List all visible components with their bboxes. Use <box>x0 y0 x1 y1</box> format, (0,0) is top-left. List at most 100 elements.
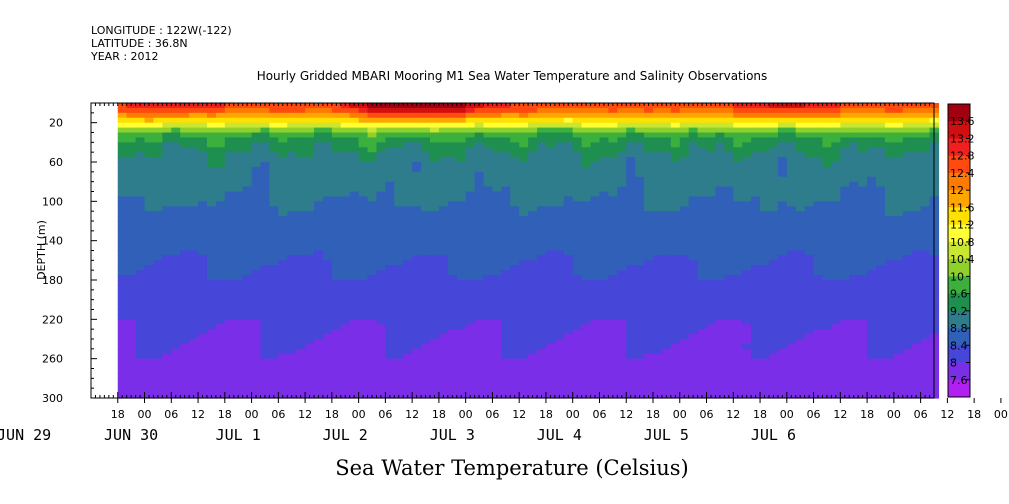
heatmap-cell <box>233 353 244 360</box>
heatmap-cell <box>206 319 217 325</box>
heatmap-cell <box>305 309 315 316</box>
heatmap-cell <box>581 275 592 281</box>
heatmap-cell <box>412 171 422 178</box>
heatmap-cell <box>492 334 502 340</box>
heatmap-cell <box>198 157 208 163</box>
heatmap-cell <box>456 348 467 355</box>
heatmap-cell <box>581 171 592 178</box>
heatmap-cell <box>492 309 502 316</box>
heatmap-cell <box>617 132 627 139</box>
heatmap-cell <box>831 225 841 232</box>
heatmap-cell <box>554 265 565 271</box>
heatmap-cell <box>465 275 476 281</box>
heatmap-cell <box>661 373 672 379</box>
heatmap-cell <box>554 117 565 124</box>
heatmap-cell <box>144 373 155 379</box>
heatmap-cell <box>224 157 235 163</box>
heatmap-cell <box>349 358 360 365</box>
heatmap-cell <box>501 309 511 316</box>
heatmap-cell <box>554 147 565 153</box>
heatmap-cell <box>688 176 699 183</box>
heatmap-cell <box>510 181 520 188</box>
heatmap-cell <box>724 171 734 178</box>
heatmap-cell <box>528 230 538 237</box>
heatmap-cell <box>349 132 360 139</box>
heatmap-cell <box>679 329 690 335</box>
heatmap-cell <box>697 348 708 355</box>
heatmap-cell <box>242 235 253 242</box>
heatmap-cell <box>715 206 725 212</box>
heatmap-cell <box>706 353 717 360</box>
heatmap-cell <box>715 152 725 158</box>
heatmap-cell <box>180 250 190 257</box>
heatmap-cell <box>670 363 681 370</box>
heatmap-cell <box>635 348 645 355</box>
heatmap-cell <box>242 388 253 394</box>
heatmap-cell <box>296 304 306 311</box>
heatmap-cell <box>501 319 511 325</box>
heatmap-cell <box>697 255 708 261</box>
heatmap-cell <box>233 299 244 306</box>
heatmap-cell <box>760 299 770 306</box>
heatmap-cell <box>777 191 788 198</box>
heatmap-cell <box>653 373 663 379</box>
heatmap-cell <box>421 225 431 232</box>
heatmap-cell <box>840 245 850 252</box>
heatmap-cell <box>251 117 262 124</box>
heatmap-cell <box>849 240 859 247</box>
heatmap-cell <box>180 191 190 198</box>
heatmap-cell <box>768 363 779 370</box>
heatmap-cell <box>635 373 645 379</box>
heatmap-cell <box>456 378 467 384</box>
heatmap-cell <box>429 137 440 143</box>
heatmap-cell <box>840 211 850 217</box>
heatmap-cell <box>251 122 262 129</box>
heatmap-cell <box>635 171 645 178</box>
heatmap-cell <box>572 314 583 320</box>
heatmap-cell <box>501 112 511 119</box>
heatmap-cell <box>617 245 627 252</box>
heatmap-cell <box>724 196 734 202</box>
heatmap-cell <box>653 127 663 134</box>
heatmap-cell <box>314 181 324 188</box>
heatmap-cell <box>117 162 128 168</box>
heatmap-cell <box>653 334 663 340</box>
heatmap-cell <box>206 171 217 178</box>
heatmap-cell <box>528 309 538 316</box>
heatmap-cell <box>171 225 181 232</box>
heatmap-cell <box>171 373 181 379</box>
heatmap-cell <box>528 221 538 227</box>
heatmap-cell <box>751 275 761 281</box>
heatmap-cell <box>822 137 833 143</box>
heatmap-cell <box>206 373 217 379</box>
heatmap-cell <box>287 221 297 227</box>
heatmap-cell <box>492 186 502 193</box>
heatmap-cell <box>813 171 824 178</box>
heatmap-cell <box>412 373 422 379</box>
heatmap-cell <box>242 132 253 139</box>
heatmap-cell <box>340 122 351 129</box>
heatmap-cell <box>786 280 797 286</box>
heatmap-cell <box>394 152 404 158</box>
heatmap-cell <box>447 388 458 394</box>
heatmap-cell <box>697 265 708 271</box>
heatmap-cell <box>572 206 583 212</box>
heatmap-cell <box>260 275 271 281</box>
heatmap-cell <box>305 383 315 389</box>
heatmap-cell <box>661 221 672 227</box>
heatmap-cell <box>224 343 235 350</box>
heatmap-cell <box>296 314 306 320</box>
heatmap-cell <box>858 147 868 153</box>
heatmap-cell <box>626 137 636 143</box>
heatmap-cell <box>715 201 725 207</box>
heatmap-cell <box>162 132 172 139</box>
heatmap-cell <box>617 127 627 134</box>
heatmap-cell <box>563 221 574 227</box>
heatmap-cell <box>438 353 449 360</box>
heatmap-cell <box>117 289 128 296</box>
heatmap-cell <box>456 294 467 301</box>
heatmap-cell <box>822 152 833 158</box>
heatmap-cell <box>563 152 574 158</box>
heatmap-cell <box>367 176 378 183</box>
heatmap-cell <box>456 171 467 178</box>
